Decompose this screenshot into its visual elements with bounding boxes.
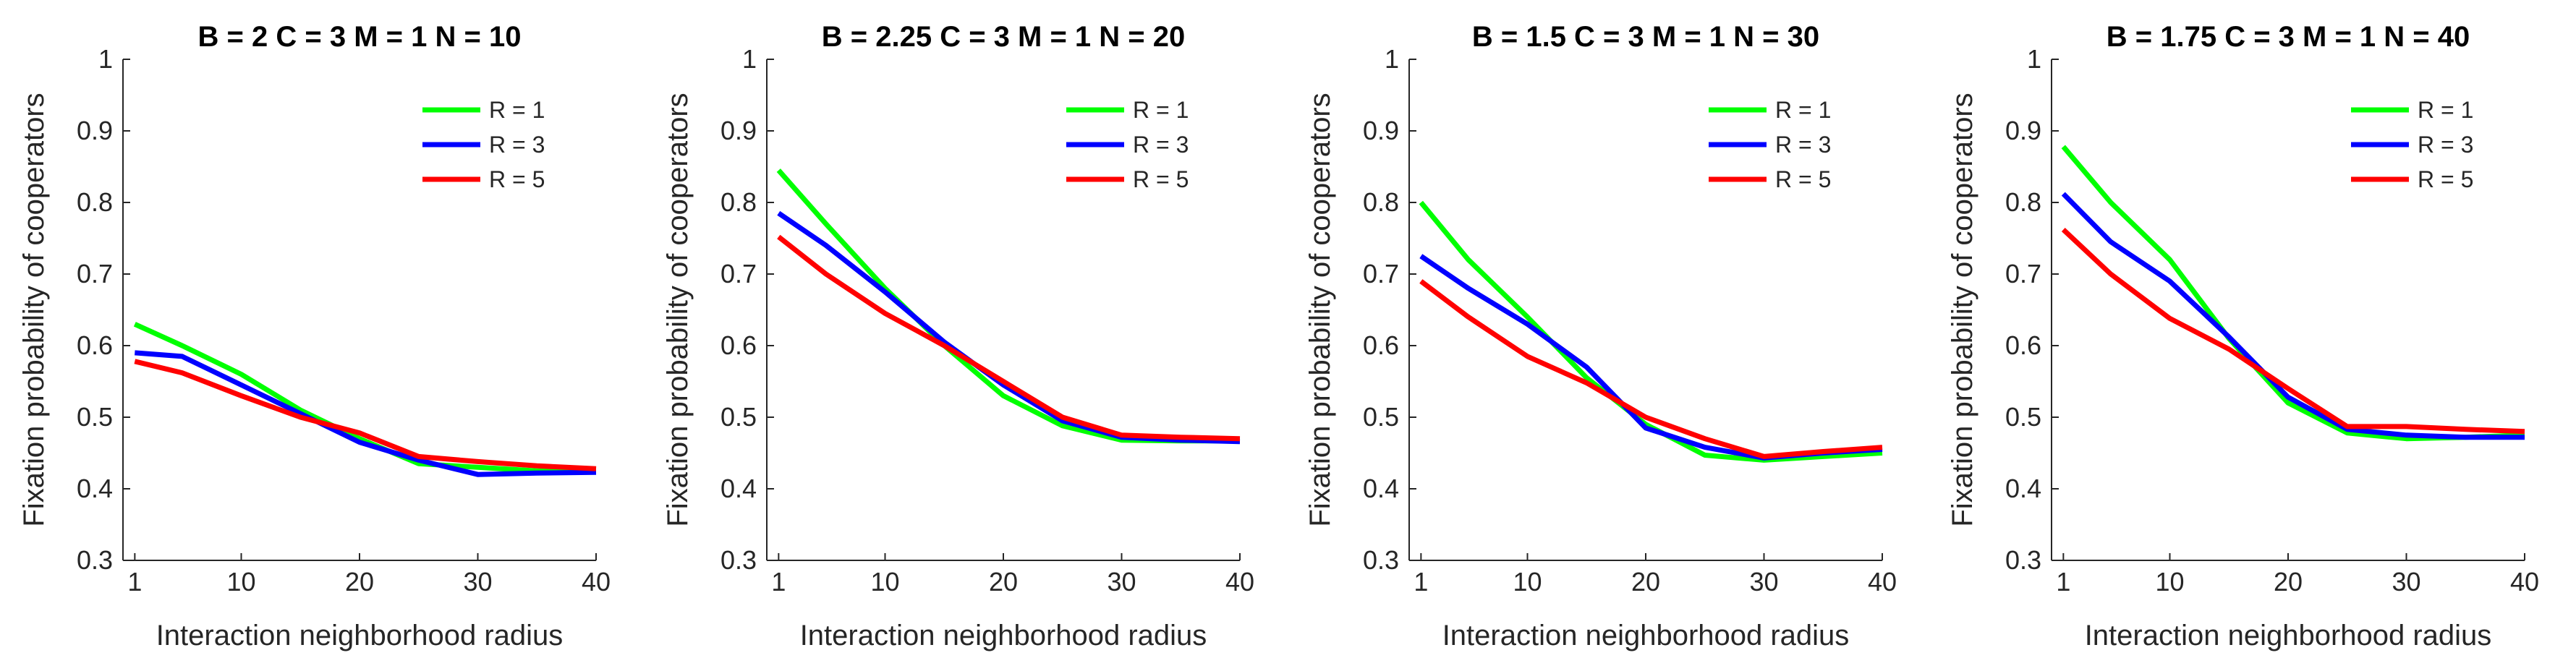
x-tick-label: 10 xyxy=(1513,567,1542,597)
y-tick-label: 0.5 xyxy=(720,402,757,432)
series-line-r1 xyxy=(133,322,596,474)
y-tick-label: 0.8 xyxy=(77,187,113,217)
y-tick-label: 0.9 xyxy=(77,116,113,145)
y-tick-label: 1 xyxy=(742,44,757,74)
legend: R = 1 R = 3 R = 5 xyxy=(1709,97,1831,192)
y-tick-label: 0.7 xyxy=(1363,259,1399,289)
x-tick-label: 10 xyxy=(226,567,255,597)
panel-2: B = 2.25 C = 3 M = 1 N = 20 0.3 0.4 0.5 0.6 0… xyxy=(662,21,1254,651)
y-tick-label: 0.7 xyxy=(720,259,757,289)
y-tick-label: 0.9 xyxy=(720,116,757,145)
series-line-r5 xyxy=(1419,279,1883,459)
legend-label: R = 3 xyxy=(489,132,545,158)
legend-label: R = 3 xyxy=(2418,132,2473,158)
legend-label: R = 5 xyxy=(1133,166,1189,192)
y-tick-label: 0.6 xyxy=(2005,330,2041,360)
y-tick-label: 0.3 xyxy=(1363,545,1399,575)
legend-label: R = 1 xyxy=(2418,97,2473,123)
series-line-r3 xyxy=(777,210,1241,445)
y-axis-label: Fixation probability of cooperators xyxy=(1947,93,1978,526)
series-line-r1 xyxy=(776,168,1240,444)
x-tick-label: 40 xyxy=(1868,567,1897,597)
series-line-r3 xyxy=(1419,254,1883,461)
series-line-r5 xyxy=(777,234,1241,442)
y-tick-label: 0.4 xyxy=(720,474,757,503)
x-tick-label: 10 xyxy=(2155,567,2184,597)
y-tick-label: 0.9 xyxy=(2005,116,2041,145)
panel-title: B = 1.5 C = 3 M = 1 N = 30 xyxy=(1472,21,1819,53)
x-tick-label: 30 xyxy=(1107,567,1136,597)
y-axis-label: Fixation probability of cooperators xyxy=(662,93,694,526)
panel-1: B = 2 C = 3 M = 1 N = 10 0.3 0.4 0.5 0.6 0.7 0… xyxy=(18,21,611,651)
y-tick-label: 1 xyxy=(98,44,113,74)
x-tick-label: 30 xyxy=(463,567,492,597)
x-tick-label: 40 xyxy=(1225,567,1254,597)
x-axis-label: Interaction neighborhood radius xyxy=(1442,620,1850,651)
legend-label: R = 3 xyxy=(1775,132,1831,158)
x-tick-label: 20 xyxy=(345,567,374,597)
x-axis-label: Interaction neighborhood radius xyxy=(2085,620,2492,651)
x-tick-label: 30 xyxy=(1749,567,1778,597)
y-tick-label: 0.8 xyxy=(2005,187,2041,217)
legend-label: R = 1 xyxy=(489,97,545,123)
legend-label: R = 5 xyxy=(489,166,545,192)
y-tick-label: 0.7 xyxy=(77,259,113,289)
y-tick-label: 0.5 xyxy=(1363,402,1399,432)
x-tick-label: 1 xyxy=(127,567,142,597)
panel-title: B = 2 C = 3 M = 1 N = 10 xyxy=(198,21,522,53)
legend-label: R = 1 xyxy=(1133,97,1189,123)
panel-4: B = 1.75 C = 3 M = 1 N = 40 0.3 0.4 0.5 0.6 0… xyxy=(1947,21,2539,651)
y-tick-label: 0.9 xyxy=(1363,116,1399,145)
y-tick-label: 1 xyxy=(2027,44,2041,74)
panel-title: B = 1.75 C = 3 M = 1 N = 40 xyxy=(2107,21,2470,53)
x-axis-label: Interaction neighborhood radius xyxy=(800,620,1207,651)
x-tick-label: 20 xyxy=(2274,567,2303,597)
x-tick-label: 10 xyxy=(870,567,899,597)
y-tick-label: 0.5 xyxy=(77,402,113,432)
legend-label: R = 5 xyxy=(1775,166,1831,192)
series-line-r3 xyxy=(135,350,597,477)
x-tick-label: 30 xyxy=(2392,567,2420,597)
y-tick-label: 0.6 xyxy=(77,330,113,360)
x-tick-label: 40 xyxy=(2510,567,2539,597)
x-tick-label: 20 xyxy=(1631,567,1660,597)
y-tick-label: 0.8 xyxy=(720,187,757,217)
y-tick-label: 0.8 xyxy=(1363,187,1399,217)
y-tick-label: 0.6 xyxy=(720,330,757,360)
panel-title: B = 2.25 C = 3 M = 1 N = 20 xyxy=(822,21,1186,53)
y-tick-label: 0.6 xyxy=(1363,330,1399,360)
x-tick-label: 1 xyxy=(771,567,786,597)
legend-label: R = 1 xyxy=(1775,97,1831,123)
y-tick-label: 0.4 xyxy=(1363,474,1399,503)
legend-label: R = 5 xyxy=(2418,166,2473,192)
y-tick-label: 0.3 xyxy=(2005,545,2041,575)
series-line-r5 xyxy=(2061,228,2525,435)
y-tick-label: 0.3 xyxy=(77,545,113,575)
series-line-r3 xyxy=(2061,192,2525,440)
x-tick-label: 40 xyxy=(582,567,611,597)
x-tick-label: 1 xyxy=(1414,567,1428,597)
y-tick-label: 0.4 xyxy=(77,474,113,503)
series-line-r5 xyxy=(134,359,597,471)
y-axis-label: Fixation probability of cooperators xyxy=(1304,93,1336,526)
legend: R = 1 R = 3 R = 5 xyxy=(422,97,545,192)
y-tick-label: 0.3 xyxy=(720,545,757,575)
legend: R = 1 R = 3 R = 5 xyxy=(1066,97,1189,192)
x-tick-label: 20 xyxy=(989,567,1018,597)
x-tick-label: 1 xyxy=(2056,567,2070,597)
panel-3: B = 1.5 C = 3 M = 1 N = 30 0.3 0.4 0.5 0.6 0.… xyxy=(1304,21,1897,651)
legend-label: R = 3 xyxy=(1133,132,1189,158)
legend: R = 1 R = 3 R = 5 xyxy=(2351,97,2473,192)
x-axis-label: Interaction neighborhood radius xyxy=(156,620,564,651)
y-tick-label: 0.4 xyxy=(2005,474,2041,503)
y-tick-label: 0.5 xyxy=(2005,402,2041,432)
y-tick-label: 1 xyxy=(1385,44,1399,74)
y-axis-label: Fixation probability of cooperators xyxy=(18,93,50,526)
y-tick-label: 0.7 xyxy=(2005,259,2041,289)
